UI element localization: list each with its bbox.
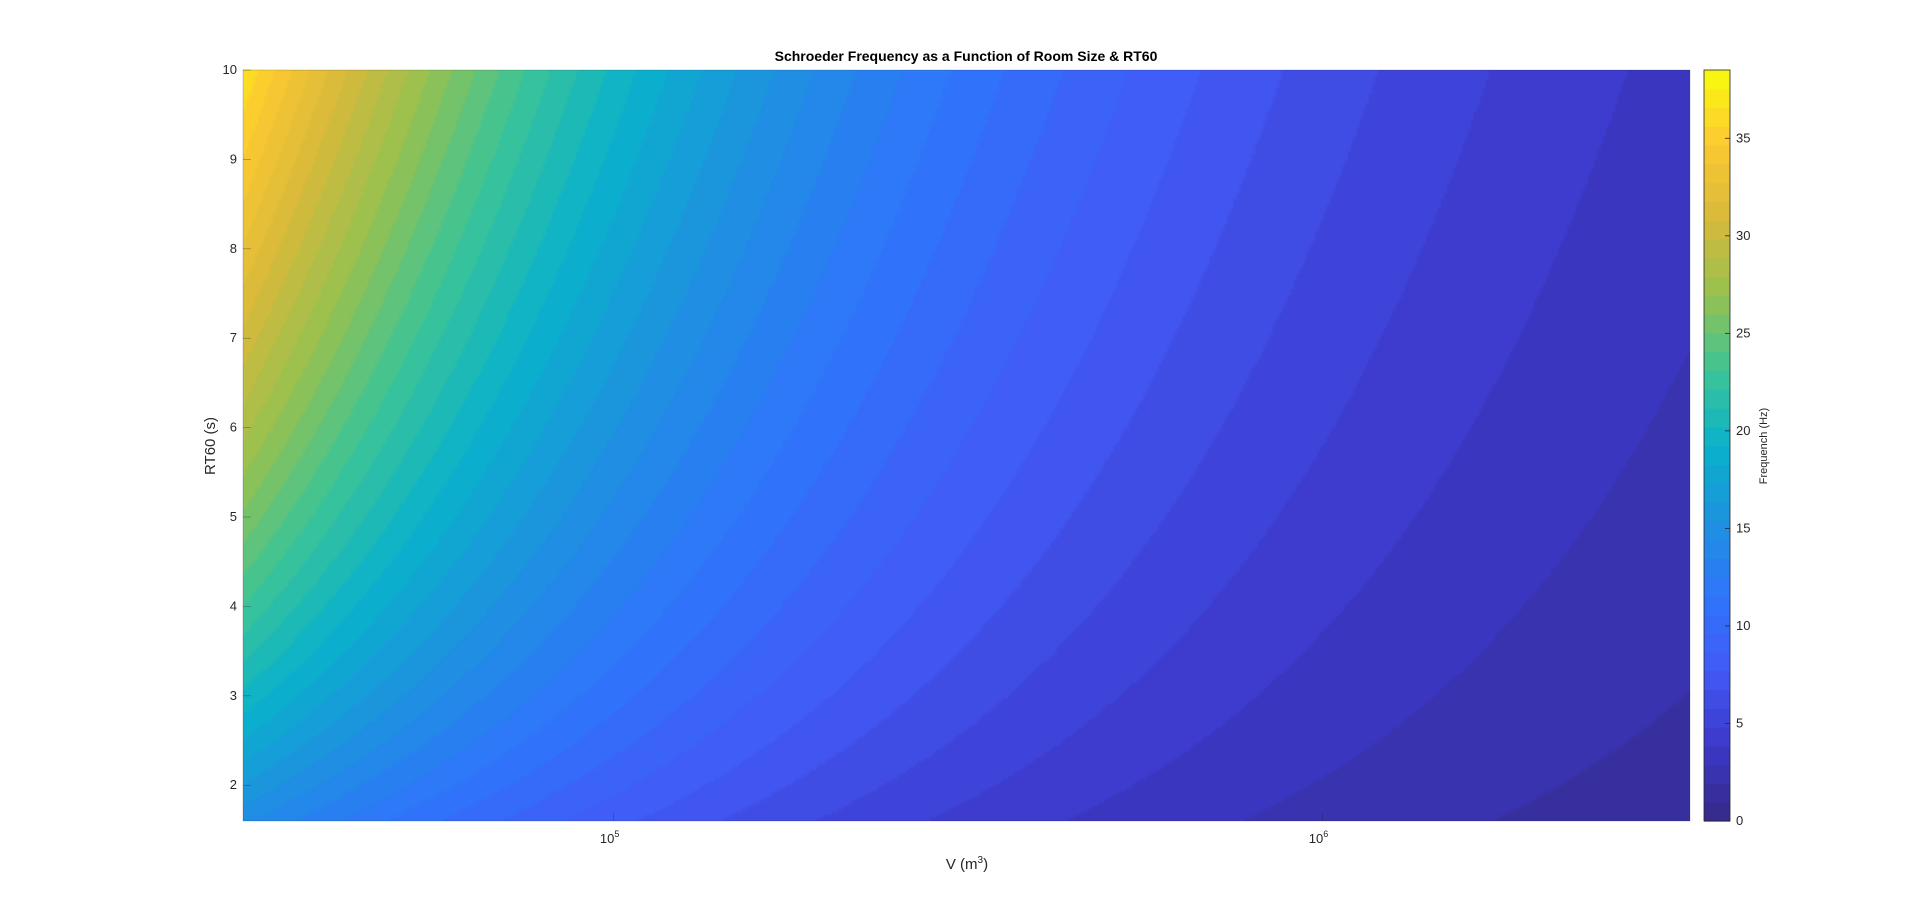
x-axis-label-tail: ): [983, 856, 988, 873]
colorbar-band: [1704, 107, 1730, 127]
colorbar-band: [1704, 745, 1730, 766]
colorbar-band: [1704, 182, 1730, 203]
colorbar-band: [1704, 595, 1730, 616]
colorbar-tick-label: 20: [1736, 423, 1750, 438]
y-tick-label: 8: [230, 241, 237, 256]
colorbar-band: [1704, 501, 1730, 522]
colorbar-band: [1704, 689, 1730, 709]
colorbar-band: [1704, 238, 1730, 259]
colorbar-band: [1704, 652, 1730, 672]
colorbar-band: [1704, 407, 1730, 428]
colorbar-band: [1704, 295, 1730, 315]
colorbar-tick-label: 25: [1736, 325, 1750, 340]
colorbar-label: Frequench (Hz): [1758, 408, 1770, 484]
colorbar-tick-label: 15: [1736, 520, 1750, 535]
colorbar-band: [1704, 802, 1730, 822]
colorbar-band: [1704, 783, 1730, 803]
colorbar-tick-label: 0: [1736, 813, 1743, 828]
colorbar-band: [1704, 520, 1730, 540]
plot-area-border: [242, 69, 1691, 822]
colorbar-band: [1704, 201, 1730, 221]
colorbar-band: [1704, 614, 1730, 634]
y-axis-label: RT60 (s): [202, 417, 219, 475]
y-tick-label: 6: [230, 420, 237, 435]
x-axis-label: V (m3): [946, 855, 988, 873]
colorbar-band: [1704, 220, 1730, 240]
colorbar-band: [1704, 539, 1730, 559]
colorbar-band: [1704, 332, 1730, 353]
y-tick-label: 5: [230, 509, 237, 524]
heatmap-image: [243, 70, 1690, 821]
x-tick-label: 106: [1309, 829, 1328, 846]
colorbar-band: [1704, 426, 1730, 447]
colorbar-band: [1704, 257, 1730, 278]
colorbar-band: [1704, 370, 1730, 390]
colorbar-band: [1704, 464, 1730, 484]
chart-title: Schroeder Frequency as a Function of Roo…: [775, 48, 1158, 64]
colorbar-band: [1704, 389, 1730, 409]
x-axis-label-sup: 3: [978, 855, 984, 866]
colorbar-ticks: 0 5 10 15 20 25 30 35: [1725, 130, 1750, 828]
colorbar: [1704, 70, 1730, 822]
colorbar-border: [1703, 69, 1731, 822]
colorbar-band: [1704, 351, 1730, 371]
colorbar-band: [1704, 163, 1730, 184]
colorbar-tick-label: 35: [1736, 130, 1750, 145]
y-tick-label: 3: [230, 688, 237, 703]
x-axis-label-base: V (m: [946, 856, 978, 873]
heatmap-surface: [243, 70, 1690, 821]
colorbar-band: [1704, 145, 1730, 165]
colorbar-band: [1704, 708, 1730, 728]
y-tick-label: 4: [230, 598, 237, 613]
x-axis-ticks: 105 106: [600, 813, 1328, 846]
colorbar-tick-label: 5: [1736, 715, 1743, 730]
x-tick-label: 105: [600, 829, 619, 846]
colorbar-band: [1704, 483, 1730, 503]
colorbar-band: [1704, 576, 1730, 597]
colorbar-band: [1704, 764, 1730, 785]
colorbar-band: [1704, 314, 1730, 334]
colorbar-band: [1704, 445, 1730, 465]
colorbar-band: [1704, 88, 1730, 109]
y-tick-label: 7: [230, 330, 237, 345]
colorbar-band: [1704, 727, 1730, 747]
colorbar-band: [1704, 126, 1730, 146]
y-axis-ticks: 2 3 4 5 6 7 8 9 10: [223, 62, 251, 792]
colorbar-band: [1704, 670, 1730, 691]
y-tick-label: 9: [230, 151, 237, 166]
y-tick-label: 2: [230, 777, 237, 792]
colorbar-band: [1704, 276, 1730, 296]
colorbar-band: [1704, 70, 1730, 90]
y-tick-label: 10: [223, 62, 237, 77]
colorbar-band: [1704, 633, 1730, 653]
colorbar-band: [1704, 558, 1730, 578]
colorbar-tick-label: 30: [1736, 228, 1750, 243]
colorbar-tick-label: 10: [1736, 618, 1750, 633]
